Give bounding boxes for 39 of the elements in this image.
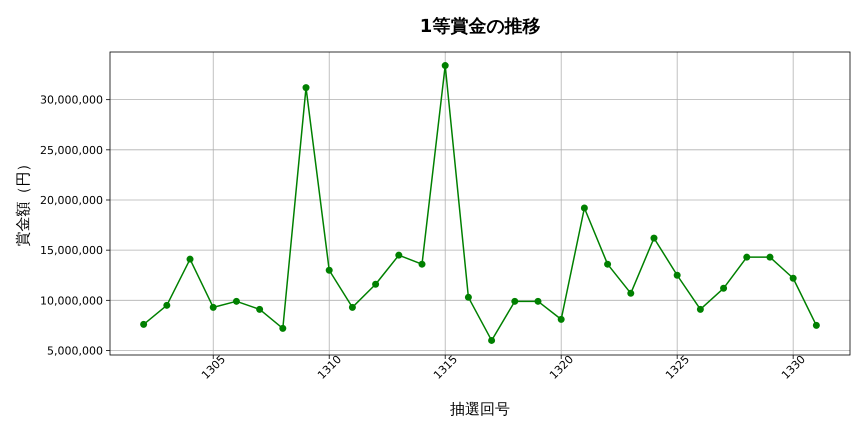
y-tick-label: 5,000,000 (47, 344, 103, 358)
point (812, 322, 820, 329)
point (418, 260, 426, 268)
point (766, 254, 774, 261)
point (395, 252, 402, 259)
y-tick-label: 30,000,000 (40, 94, 103, 107)
point (696, 306, 704, 313)
point (210, 304, 217, 311)
point (790, 274, 797, 282)
y-tick-label: 15,000,000 (40, 244, 103, 258)
point (558, 316, 565, 323)
point (279, 324, 286, 332)
point (743, 254, 750, 261)
x-axis-title: 抽選回号 (450, 400, 510, 418)
y-tick-label: 10,000,000 (40, 294, 103, 308)
point (580, 204, 588, 212)
y-tick-label: 25,000,000 (40, 144, 103, 157)
chart-title: 1等賞金の推移 (420, 16, 540, 37)
point (140, 320, 148, 328)
point (348, 304, 356, 311)
point (186, 256, 194, 263)
point (720, 284, 728, 292)
point (604, 260, 612, 268)
point (232, 298, 240, 305)
point (163, 302, 170, 309)
point (256, 306, 264, 313)
point (534, 298, 542, 305)
point (464, 294, 472, 301)
point (650, 234, 658, 242)
y-tick-label: 20,000,000 (40, 194, 103, 207)
point (326, 266, 333, 274)
point (674, 272, 681, 279)
point (442, 62, 449, 70)
y-axis-title: 賞金額（円） (14, 156, 32, 246)
point (302, 84, 310, 92)
point (372, 280, 380, 288)
point (627, 290, 634, 297)
point (488, 336, 496, 344)
point (511, 298, 518, 305)
